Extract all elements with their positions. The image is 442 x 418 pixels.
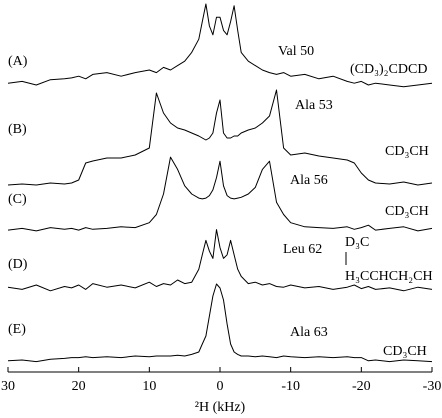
group-label: CD₃CH (383, 344, 427, 359)
x-tick-label: 30 (1, 379, 15, 394)
group-label: D₃C (345, 235, 369, 250)
x-tick-label: -10 (281, 379, 300, 394)
spectrum-trace (7, 3, 433, 88)
x-tick-label: -20 (352, 379, 371, 394)
group-label: (CD₃)₂CDCD (350, 62, 427, 77)
spectrum-trace (7, 156, 433, 232)
x-tick-label: 20 (72, 379, 86, 394)
residue-label: Ala 53 (295, 98, 333, 113)
residue-label: Ala 56 (290, 173, 328, 188)
x-tick-label: 10 (142, 379, 156, 394)
spectrum-trace (7, 229, 433, 292)
panel-label: (E) (8, 322, 26, 337)
spectrum-trace (7, 89, 433, 186)
panel-label: (D) (8, 257, 28, 272)
panel-label: (C) (8, 192, 27, 207)
x-tick-label: -30 (423, 379, 442, 394)
spectrum-trace (7, 283, 433, 363)
group-label: CD₃CH (385, 204, 429, 219)
group-label: H₃CCHCH₂CH (345, 269, 433, 284)
panel-label: (B) (8, 122, 27, 137)
residue-label: Leu 62 (283, 242, 322, 257)
panel-label: (A) (8, 54, 28, 69)
x-axis-label: ²H (kHz) (195, 400, 246, 415)
residue-label: Ala 63 (290, 325, 328, 340)
residue-label: Val 50 (278, 44, 314, 59)
x-tick-label: 0 (217, 379, 224, 394)
group-label: CD₃CH (385, 144, 429, 159)
